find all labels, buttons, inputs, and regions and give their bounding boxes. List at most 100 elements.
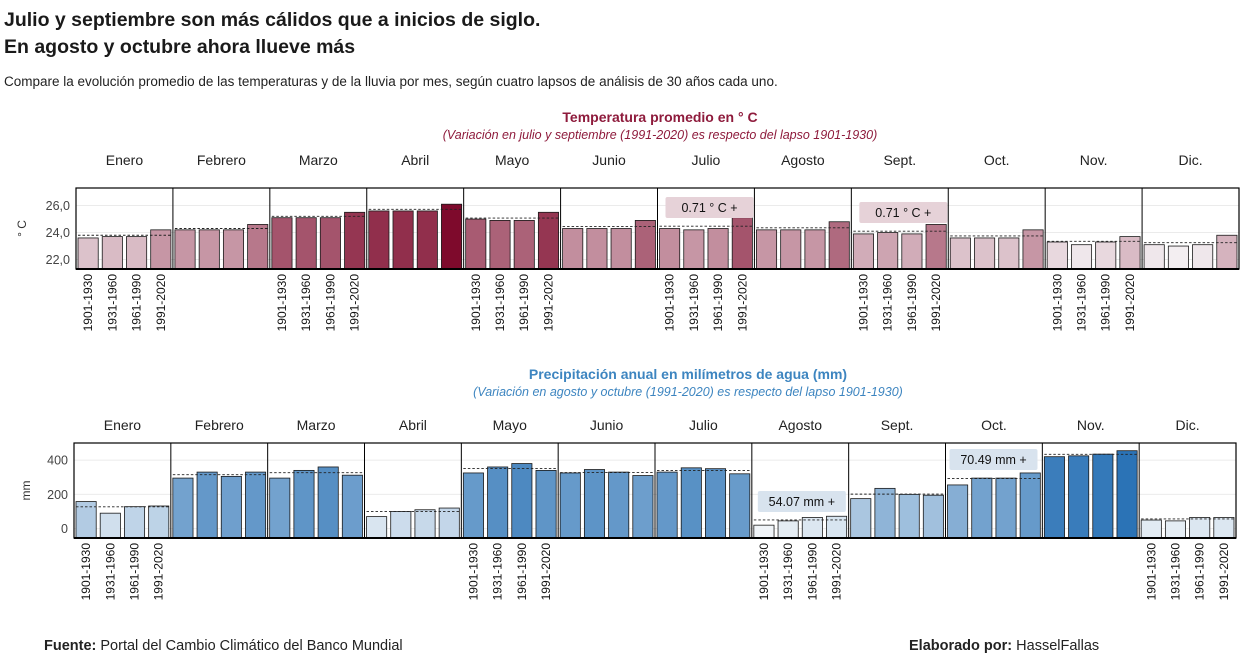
bar [683, 229, 705, 270]
credit-label: Elaborado por: [909, 638, 1013, 654]
period-label: 1931-1960 [491, 543, 505, 601]
month-label: Enero [106, 152, 144, 168]
bar [1213, 517, 1235, 539]
bar [101, 236, 123, 270]
bar [753, 524, 775, 539]
month-label: Marzo [297, 417, 336, 433]
credit-note: Elaborado por: HasselFallas [909, 638, 1099, 654]
period-label: 1931-1960 [1075, 274, 1089, 332]
y-tick-label: 24,0 [46, 226, 70, 240]
month-label: Febrero [195, 417, 244, 433]
bar [390, 511, 412, 539]
period-label: 1901-1930 [1050, 274, 1064, 332]
bar [124, 506, 146, 539]
y-tick-label: 400 [47, 454, 68, 468]
bar [804, 229, 826, 270]
period-label: 1931-1960 [103, 543, 117, 601]
precipitation-chart: Precipitación anual en milímetros de agu… [19, 366, 1237, 601]
bar [293, 469, 315, 539]
period-label: 1931-1960 [781, 543, 795, 601]
bar [1192, 244, 1214, 270]
month-label: Agosto [778, 417, 822, 433]
period-label: 1961-1990 [711, 274, 725, 332]
bar [707, 228, 729, 270]
bar [1092, 453, 1114, 539]
bar [487, 466, 509, 539]
bar [632, 475, 654, 539]
bar [1140, 519, 1162, 539]
bar [877, 232, 899, 270]
bar [1046, 241, 1068, 270]
bar [196, 471, 218, 539]
bar [974, 237, 996, 270]
period-label: 1961-1990 [323, 274, 337, 332]
month-label: Julio [692, 152, 721, 168]
bar [1164, 520, 1186, 539]
period-label: 1991-2020 [929, 274, 943, 332]
period-label: 1961-1990 [905, 274, 919, 332]
chart-title: Temperatura promedio en ° C [562, 109, 757, 125]
bar [172, 477, 194, 539]
month-label: Sept. [883, 152, 916, 168]
bar [341, 474, 363, 539]
period-label: 1961-1990 [1099, 274, 1113, 332]
month-label: Abril [401, 152, 429, 168]
period-label: 1901-1930 [275, 274, 289, 332]
period-label: 1931-1960 [881, 274, 895, 332]
bar [99, 512, 121, 539]
chart-subtitle: (Variación en agosto y octubre (1991-202… [473, 385, 903, 399]
period-label: 1901-1930 [856, 274, 870, 332]
bar [850, 498, 872, 539]
bar [319, 217, 341, 270]
bar [1068, 455, 1090, 539]
bar [344, 211, 366, 270]
bar [729, 473, 751, 539]
bar [414, 509, 436, 539]
bar [368, 210, 390, 270]
bar [317, 466, 339, 539]
period-label: 1901-1930 [469, 274, 483, 332]
bar [1043, 456, 1065, 539]
bar [634, 220, 656, 270]
annotation-box [665, 197, 754, 218]
bar [148, 505, 170, 539]
temperature-chart: Temperatura promedio en ° C (Variación en… [15, 109, 1240, 332]
bar [465, 218, 487, 270]
period-label: 1931-1960 [687, 274, 701, 332]
period-label: 1961-1990 [515, 543, 529, 601]
month-label: Oct. [984, 152, 1010, 168]
period-label: 1991-2020 [735, 274, 749, 332]
period-label: 1991-2020 [1123, 274, 1137, 332]
bar [174, 229, 196, 270]
bar [777, 520, 799, 539]
month-label: Enero [104, 417, 142, 433]
bar [1070, 244, 1093, 270]
bar [922, 494, 944, 539]
bar [247, 224, 269, 270]
bar [441, 203, 463, 270]
bar [1019, 472, 1041, 539]
month-label: Dic. [1176, 417, 1200, 433]
bar [269, 477, 291, 539]
bar [271, 217, 293, 270]
month-label: Junio [590, 417, 624, 433]
bar [222, 229, 245, 270]
y-tick-label: 200 [47, 488, 68, 502]
period-label: 1961-1990 [1193, 543, 1207, 601]
month-label: Sept. [881, 417, 914, 433]
bar [1095, 241, 1117, 270]
period-label: 1991-2020 [539, 543, 553, 601]
bar [901, 233, 923, 270]
bar [416, 210, 438, 270]
bar [659, 228, 681, 270]
period-label: 1931-1960 [493, 274, 507, 332]
bar [537, 211, 559, 270]
chart-title: Precipitación anual en milímetros de agu… [529, 366, 847, 382]
bar [680, 467, 702, 539]
bar [150, 229, 172, 270]
period-label: 1901-1930 [757, 543, 771, 601]
y-tick-label: 0 [61, 522, 68, 536]
period-label: 1991-2020 [152, 543, 166, 601]
period-label: 1961-1990 [130, 274, 144, 332]
period-label: 1991-2020 [154, 274, 168, 332]
